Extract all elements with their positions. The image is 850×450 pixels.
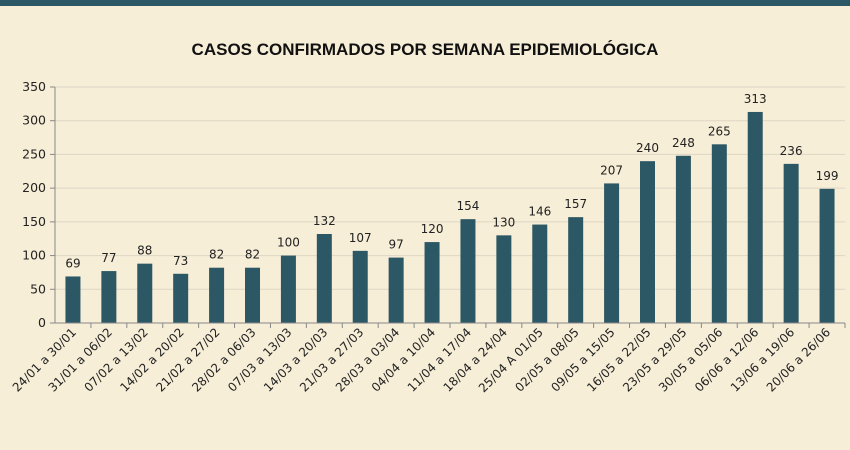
y-axis: 0 50 100 150 200 250 300 350 — [22, 79, 56, 330]
data-label: 313 — [744, 92, 767, 106]
x-tick-label: 25/04 A 01/05 — [476, 325, 546, 395]
bar — [245, 267, 260, 323]
data-label: 207 — [600, 163, 623, 177]
bar — [424, 242, 440, 323]
data-label: 146 — [528, 205, 551, 219]
data-labels: 69 77 88 73 82 82 100 132 107 97 120 154 130 146 157 20… — [65, 92, 838, 271]
y-tick-label: 200 — [22, 180, 46, 195]
bar — [568, 217, 584, 323]
top-bar — [0, 0, 850, 6]
x-tick-label: 02/05 a 08/05 — [512, 325, 581, 394]
x-tick-label: 30/05 a 05/06 — [656, 325, 725, 394]
x-tick-label: 13/06 a 19/06 — [728, 325, 797, 394]
data-label: 132 — [313, 214, 336, 228]
bar — [783, 163, 799, 323]
data-label: 100 — [277, 236, 300, 250]
bar — [352, 250, 368, 323]
data-label: 248 — [672, 136, 695, 150]
bars — [65, 111, 835, 323]
bar — [173, 273, 189, 323]
bar — [460, 219, 476, 323]
bar — [640, 161, 655, 323]
data-label: 157 — [564, 197, 587, 211]
x-tick-label: 06/06 a 12/06 — [692, 325, 761, 394]
y-tick-label: 300 — [22, 113, 46, 128]
x-tick-label: 24/01 a 30/01 — [10, 325, 79, 394]
bar — [316, 233, 332, 323]
x-tick-label: 07/02 a 13/02 — [81, 325, 150, 394]
y-tick-label: 50 — [30, 281, 46, 296]
x-tick-label: 21/03 a 27/03 — [297, 325, 366, 394]
bar — [604, 183, 620, 323]
bar — [819, 188, 835, 323]
data-label: 73 — [173, 254, 188, 268]
data-label: 154 — [457, 199, 480, 213]
bar — [209, 267, 225, 323]
data-label: 240 — [636, 141, 659, 155]
x-tick-label: 04/04 a 10/04 — [369, 325, 438, 394]
x-tick-label: 14/03 a 20/03 — [261, 325, 330, 394]
bar — [711, 144, 727, 323]
bar — [280, 255, 296, 323]
x-tick-label: 07/03 a 13/03 — [225, 325, 294, 394]
x-tick-label: 31/01 a 06/02 — [46, 325, 115, 394]
x-tick-label: 28/03 a 03/04 — [333, 325, 402, 394]
x-tick-label: 09/05 a 15/05 — [548, 325, 617, 394]
data-label: 82 — [245, 248, 260, 262]
bar — [388, 257, 404, 323]
bar — [496, 235, 512, 323]
bar — [747, 111, 763, 323]
y-tick-label: 150 — [22, 214, 46, 229]
x-tick-label: 14/02 a 20/02 — [117, 325, 186, 394]
x-tick-label: 16/05 a 22/05 — [584, 325, 653, 394]
x-tick-label: 23/05 a 29/05 — [620, 325, 689, 394]
data-label: 199 — [816, 169, 839, 183]
x-tick-label: 21/02 a 27/02 — [153, 325, 222, 394]
bar — [675, 155, 691, 323]
data-label: 82 — [209, 248, 224, 262]
y-tick-label: 100 — [22, 248, 46, 263]
data-label: 88 — [137, 244, 152, 258]
data-label: 120 — [421, 222, 444, 236]
data-label: 97 — [388, 238, 403, 252]
chart-title: CASOS CONFIRMADOS POR SEMANA EPIDEMIOLÓG… — [191, 40, 659, 59]
bar — [532, 224, 548, 323]
bar — [137, 263, 153, 323]
data-label: 265 — [708, 124, 731, 138]
data-label: 77 — [101, 251, 116, 265]
y-tick-label: 350 — [22, 79, 46, 94]
y-tick-label: 250 — [22, 146, 46, 161]
x-tick-label: 28/02 a 06/03 — [189, 325, 258, 394]
data-label: 107 — [349, 231, 372, 245]
data-label: 69 — [65, 256, 80, 270]
x-tick-label: 11/04 a 17/04 — [405, 325, 474, 394]
bar — [101, 271, 117, 323]
y-tick-label: 0 — [38, 315, 46, 330]
x-tick-label: 20/06 a 26/06 — [764, 325, 833, 394]
data-label: 236 — [780, 144, 803, 158]
x-tick-label: 18/04 a 24/04 — [441, 325, 510, 394]
data-label: 130 — [492, 215, 515, 229]
bar — [65, 276, 81, 323]
